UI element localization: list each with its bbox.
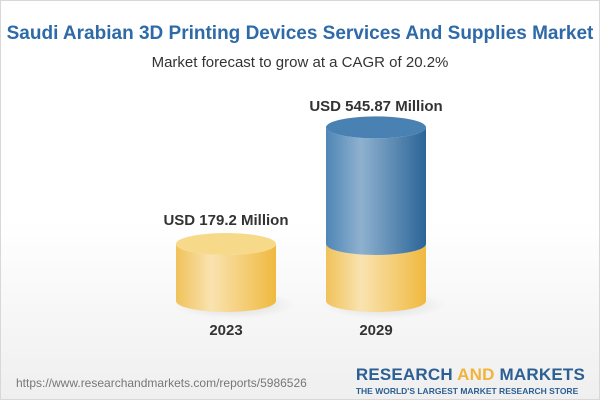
category-label-2029: 2029 [359, 322, 392, 339]
cylinder-top-2023 [176, 233, 276, 255]
chart-subtitle: Market forecast to grow at a CAGR of 20.… [151, 54, 449, 71]
cylinder-base-segment-2029 [326, 244, 426, 312]
cylinder-top-2029 [326, 116, 426, 139]
cylinder-growth-segment-2029 [326, 127, 426, 255]
cylinder-body-2023 [176, 244, 276, 312]
chart-title: Saudi Arabian 3D Printing Devices Servic… [6, 23, 594, 44]
category-label-2023: 2023 [209, 322, 242, 339]
source-url[interactable]: https://www.researchandmarkets.com/repor… [16, 376, 307, 390]
data-label-2029: USD 545.87 Million [309, 98, 442, 115]
research-and-markets-logo: RESEARCH AND MARKETS THE WORLD'S LARGEST… [355, 365, 585, 396]
data-label-2023: USD 179.2 Million [163, 212, 288, 229]
